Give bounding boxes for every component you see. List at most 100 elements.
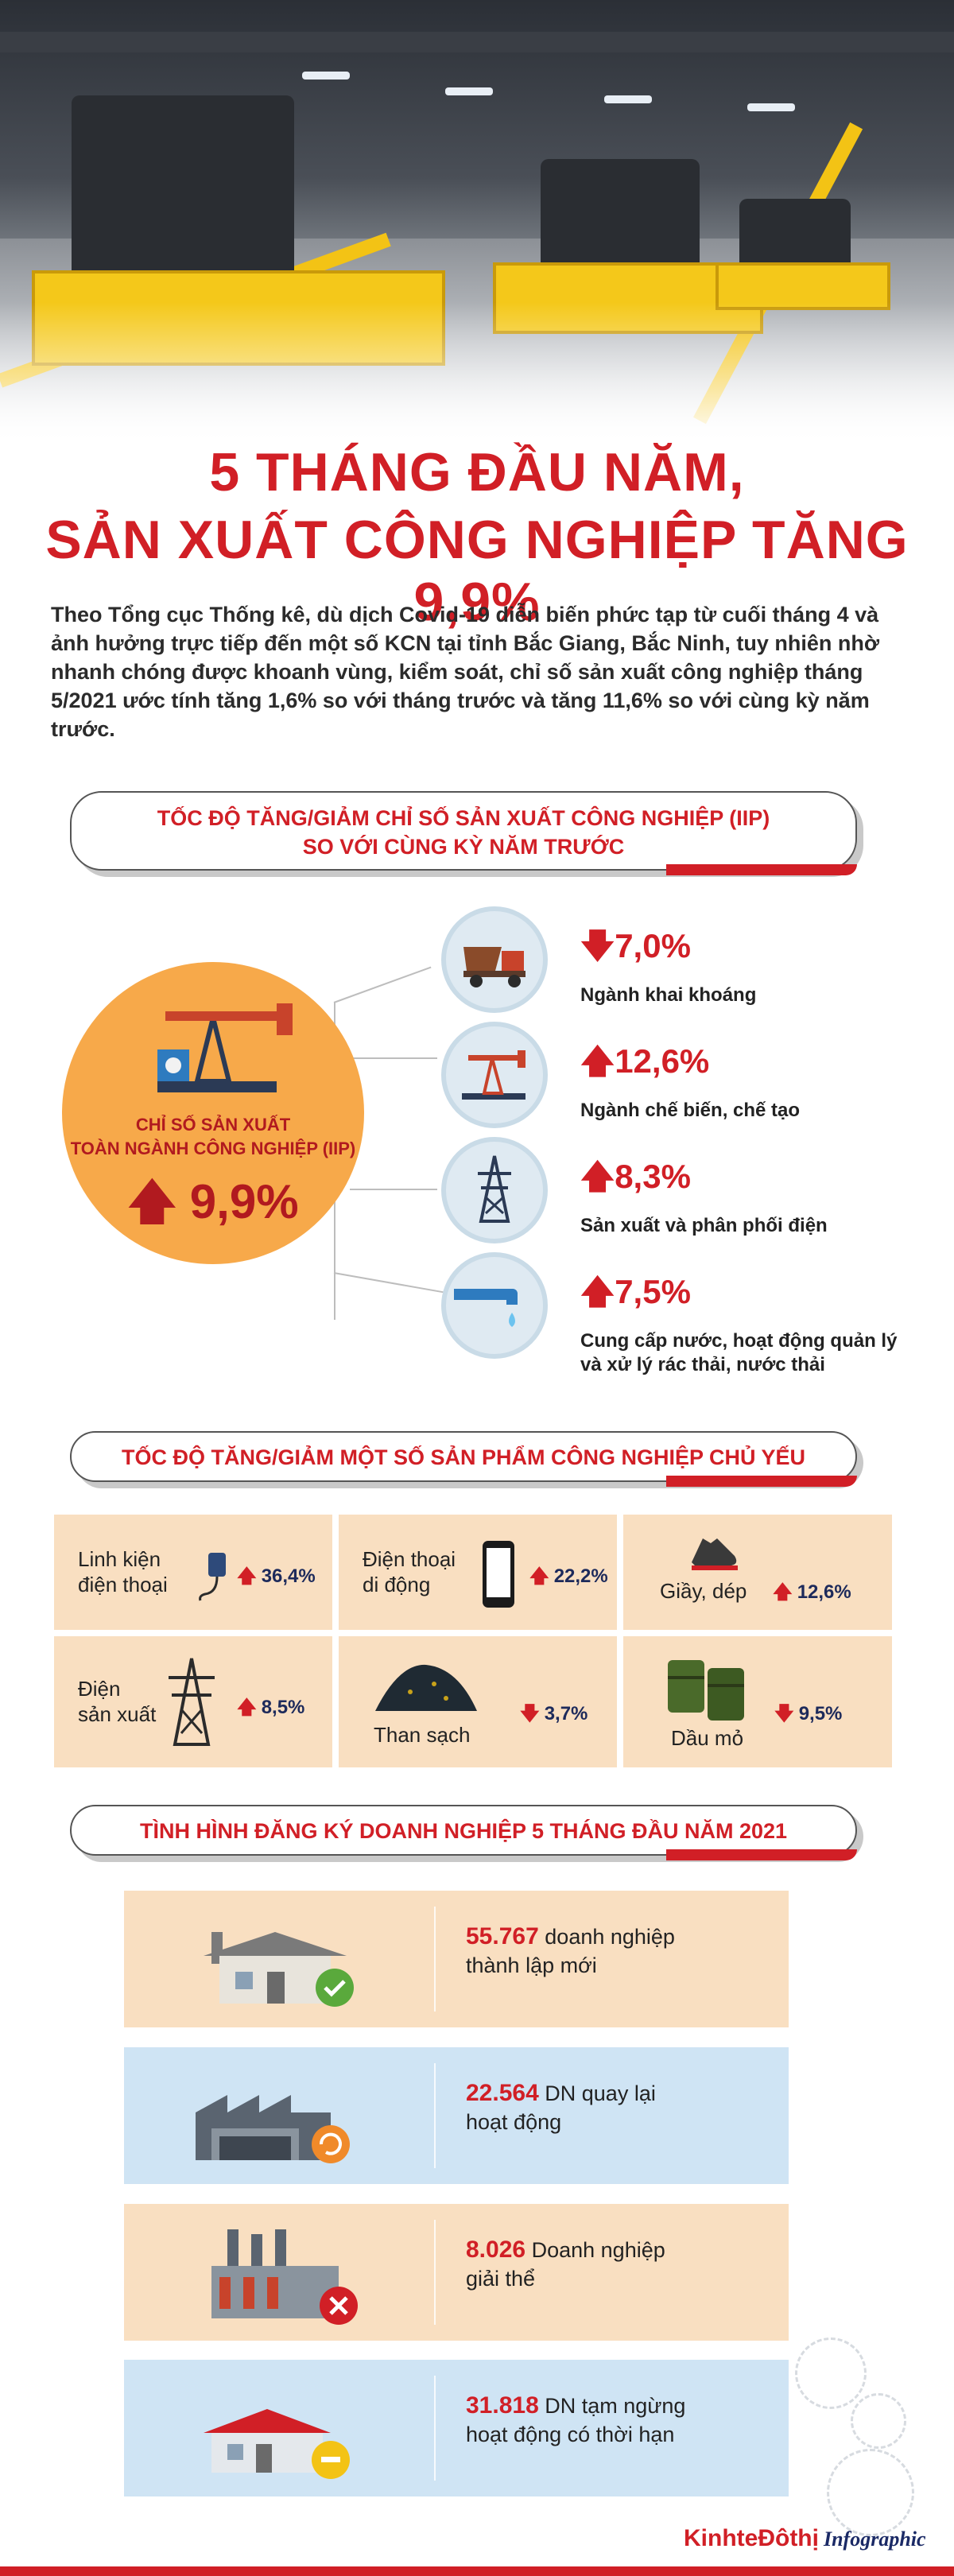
water-label2: và xử lý rác thải, nước thải: [580, 1354, 825, 1375]
intro-paragraph: Theo Tổng cục Thống kê, dù dịch Covid-19…: [51, 603, 880, 741]
product-name: Linh kiện: [78, 1547, 161, 1571]
product-cell: Dầu mỏ 🡇 9,5%: [623, 1636, 892, 1767]
engine-block: [541, 159, 700, 278]
mining-value: 7,0%: [615, 927, 691, 964]
product-name: Than sạch: [374, 1723, 471, 1747]
section2-heading-text: TỐC ĐỘ TĂNG/GIẢM MỘT SỐ SẢN PHẨM CÔNG NG…: [121, 1445, 806, 1469]
ceiling-lamp: [604, 95, 652, 103]
row-divider: [434, 1907, 436, 2012]
section1-heading-line1: TỐC ĐỘ TĂNG/GIẢM CHỈ SỐ SẢN XUẤT CÔNG NG…: [157, 806, 770, 830]
row-divider: [434, 2220, 436, 2325]
gear-icon: [827, 2449, 914, 2536]
row-divider: [434, 2063, 436, 2168]
electricity-value: 8,3%: [615, 1158, 691, 1195]
brand-name: KinhteĐôthị: [684, 2525, 819, 2551]
ceiling-beam: [0, 32, 954, 52]
phone-charger-icon: [199, 1553, 226, 1601]
registration-text2: hoạt động: [466, 2110, 562, 2134]
down-arrow-icon: 🡇: [774, 1703, 794, 1724]
closed-factory-icon: [211, 2229, 358, 2325]
up-arrow-icon: 🡅: [529, 1565, 549, 1587]
ceiling-lamp: [445, 87, 493, 95]
up-arrow-icon: 🡅: [237, 1697, 257, 1718]
page-title-line1: 5 THÁNG ĐẦU NĂM,: [209, 442, 745, 502]
oil-barrels-icon: [668, 1660, 744, 1721]
product-value: 3,7%: [544, 1703, 588, 1724]
registration-number: 8.026: [466, 2237, 526, 2263]
registration-number: 31.818: [466, 2392, 539, 2419]
up-arrow-icon: 🡅: [127, 1175, 177, 1228]
product-value: 12,6%: [797, 1581, 851, 1603]
water-value: 7,5%: [615, 1273, 691, 1310]
coal-pile-icon: [375, 1664, 477, 1711]
page-title-line2: SẢN XUẤT CÔNG NGHIỆP TĂNG 9,9%: [45, 510, 909, 632]
registration-row: 22.564 DN quay lại hoạt động: [124, 2047, 789, 2184]
product-name: Điện thoại: [363, 1547, 456, 1571]
section1-heading: TỐC ĐỘ TĂNG/GIẢM CHỈ SỐ SẢN XUẤT CÔNG NG…: [70, 791, 857, 875]
up-arrow-icon: 🡅: [237, 1565, 257, 1587]
power-tower-icon: [478, 1155, 511, 1223]
registration-number: 22.564: [466, 2080, 539, 2106]
oil-pump-icon: [157, 1003, 293, 1092]
product-value: 8,5%: [261, 1697, 305, 1718]
product-name-line2: di động: [363, 1573, 431, 1596]
overall-iip-circle: CHỈ SỐ SẢN XUẤT TOÀN NGÀNH CÔNG NGHIỆP (…: [62, 962, 364, 1264]
gear-icon: [851, 2393, 906, 2449]
overall-label2: TOÀN NGÀNH CÔNG NGHIỆP (IIP): [70, 1139, 356, 1158]
iip-item-processing: 🡅12,6% Ngành chế biến, chế tạo: [580, 1038, 800, 1123]
registration-text1: DN quay lại: [545, 2081, 656, 2105]
shoe-icon: [692, 1538, 738, 1570]
section1-heading-line2: SO VỚI CÙNG KỲ NĂM TRƯỚC: [302, 835, 625, 859]
registration-text: 8.026 Doanh nghiệp giải thể: [466, 2236, 665, 2293]
product-cell: Linh kiện điện thoại 🡅 36,4%: [54, 1515, 332, 1630]
mobile-phone-icon: [483, 1541, 514, 1608]
registration-number: 55.767: [466, 1923, 539, 1949]
new-factory-icon: [204, 1932, 354, 2007]
registration-text: 55.767 doanh nghiệp thành lập mới: [466, 1922, 675, 1980]
water-label: Cung cấp nước, hoạt động quản lý: [580, 1330, 898, 1352]
connector-line: [350, 1189, 437, 1190]
product-name: Giầy, dép: [660, 1579, 747, 1603]
power-tower-icon: [169, 1658, 215, 1746]
product-cell: Điện sản xuất 🡅 8,5%: [54, 1636, 332, 1767]
mining-label: Ngành khai khoáng: [580, 984, 757, 1006]
overall-value: 9,9%: [189, 1175, 299, 1228]
product-value: 9,5%: [798, 1703, 843, 1724]
section3-heading: TÌNH HÌNH ĐĂNG KÝ DOANH NGHIỆP 5 THÁNG Đ…: [70, 1805, 857, 1860]
product-name: Dầu mỏ: [671, 1726, 744, 1750]
footer-bar: [0, 2566, 954, 2576]
product-cell: Than sạch 🡇 3,7%: [339, 1636, 617, 1767]
registration-text1: DN tạm ngừng: [545, 2394, 686, 2418]
oil-pump-icon-circle: [441, 1022, 548, 1128]
power-tower-icon-circle: [441, 1137, 548, 1243]
up-arrow-icon: 🡅: [773, 1581, 793, 1603]
heading-accent: [666, 1476, 857, 1487]
overall-value-row: 🡅 9,9%: [62, 1167, 364, 1248]
up-arrow-icon: 🡅: [580, 1273, 615, 1310]
registration-text2: giải thể: [466, 2267, 536, 2291]
truck-icon-circle: [441, 906, 548, 1013]
processing-label: Ngành chế biến, chế tạo: [580, 1100, 801, 1121]
product-name-line2: điện thoại: [78, 1573, 168, 1596]
registration-text: 31.818 DN tạm ngừng hoạt động có thời hạ…: [466, 2392, 685, 2449]
registration-text2: hoạt động có thời hạn: [466, 2423, 675, 2446]
oil-pump-icon: [462, 1050, 525, 1100]
registration-text: 22.564 DN quay lại hoạt động: [466, 2079, 656, 2136]
section2-heading: TỐC ĐỘ TĂNG/GIẢM MỘT SỐ SẢN PHẨM CÔNG NG…: [70, 1431, 857, 1487]
product-cell: Giầy, dép 🡅 12,6%: [623, 1515, 892, 1630]
row-divider: [434, 2376, 436, 2481]
truck-icon: [463, 947, 525, 987]
electricity-label: Sản xuất và phân phối điện: [580, 1215, 828, 1236]
heading-accent: [666, 1849, 857, 1860]
engine-block: [72, 95, 294, 278]
registration-row: 55.767 doanh nghiệp thành lập mới: [124, 1891, 789, 2027]
brand-suffix: Infographic: [823, 2528, 926, 2551]
heading-accent: [666, 864, 857, 875]
gear-icon: [795, 2337, 867, 2409]
registration-text1: doanh nghiệp: [545, 1925, 675, 1949]
iip-item-water: 🡅7,5% Cung cấp nước, hoạt động quản lý v…: [580, 1268, 897, 1377]
down-arrow-icon: 🡇: [580, 927, 615, 964]
registration-text1: Doanh nghiệp: [531, 2238, 665, 2262]
registration-row: 8.026 Doanh nghiệp giải thể: [124, 2204, 789, 2341]
connector-line: [334, 1057, 437, 1059]
